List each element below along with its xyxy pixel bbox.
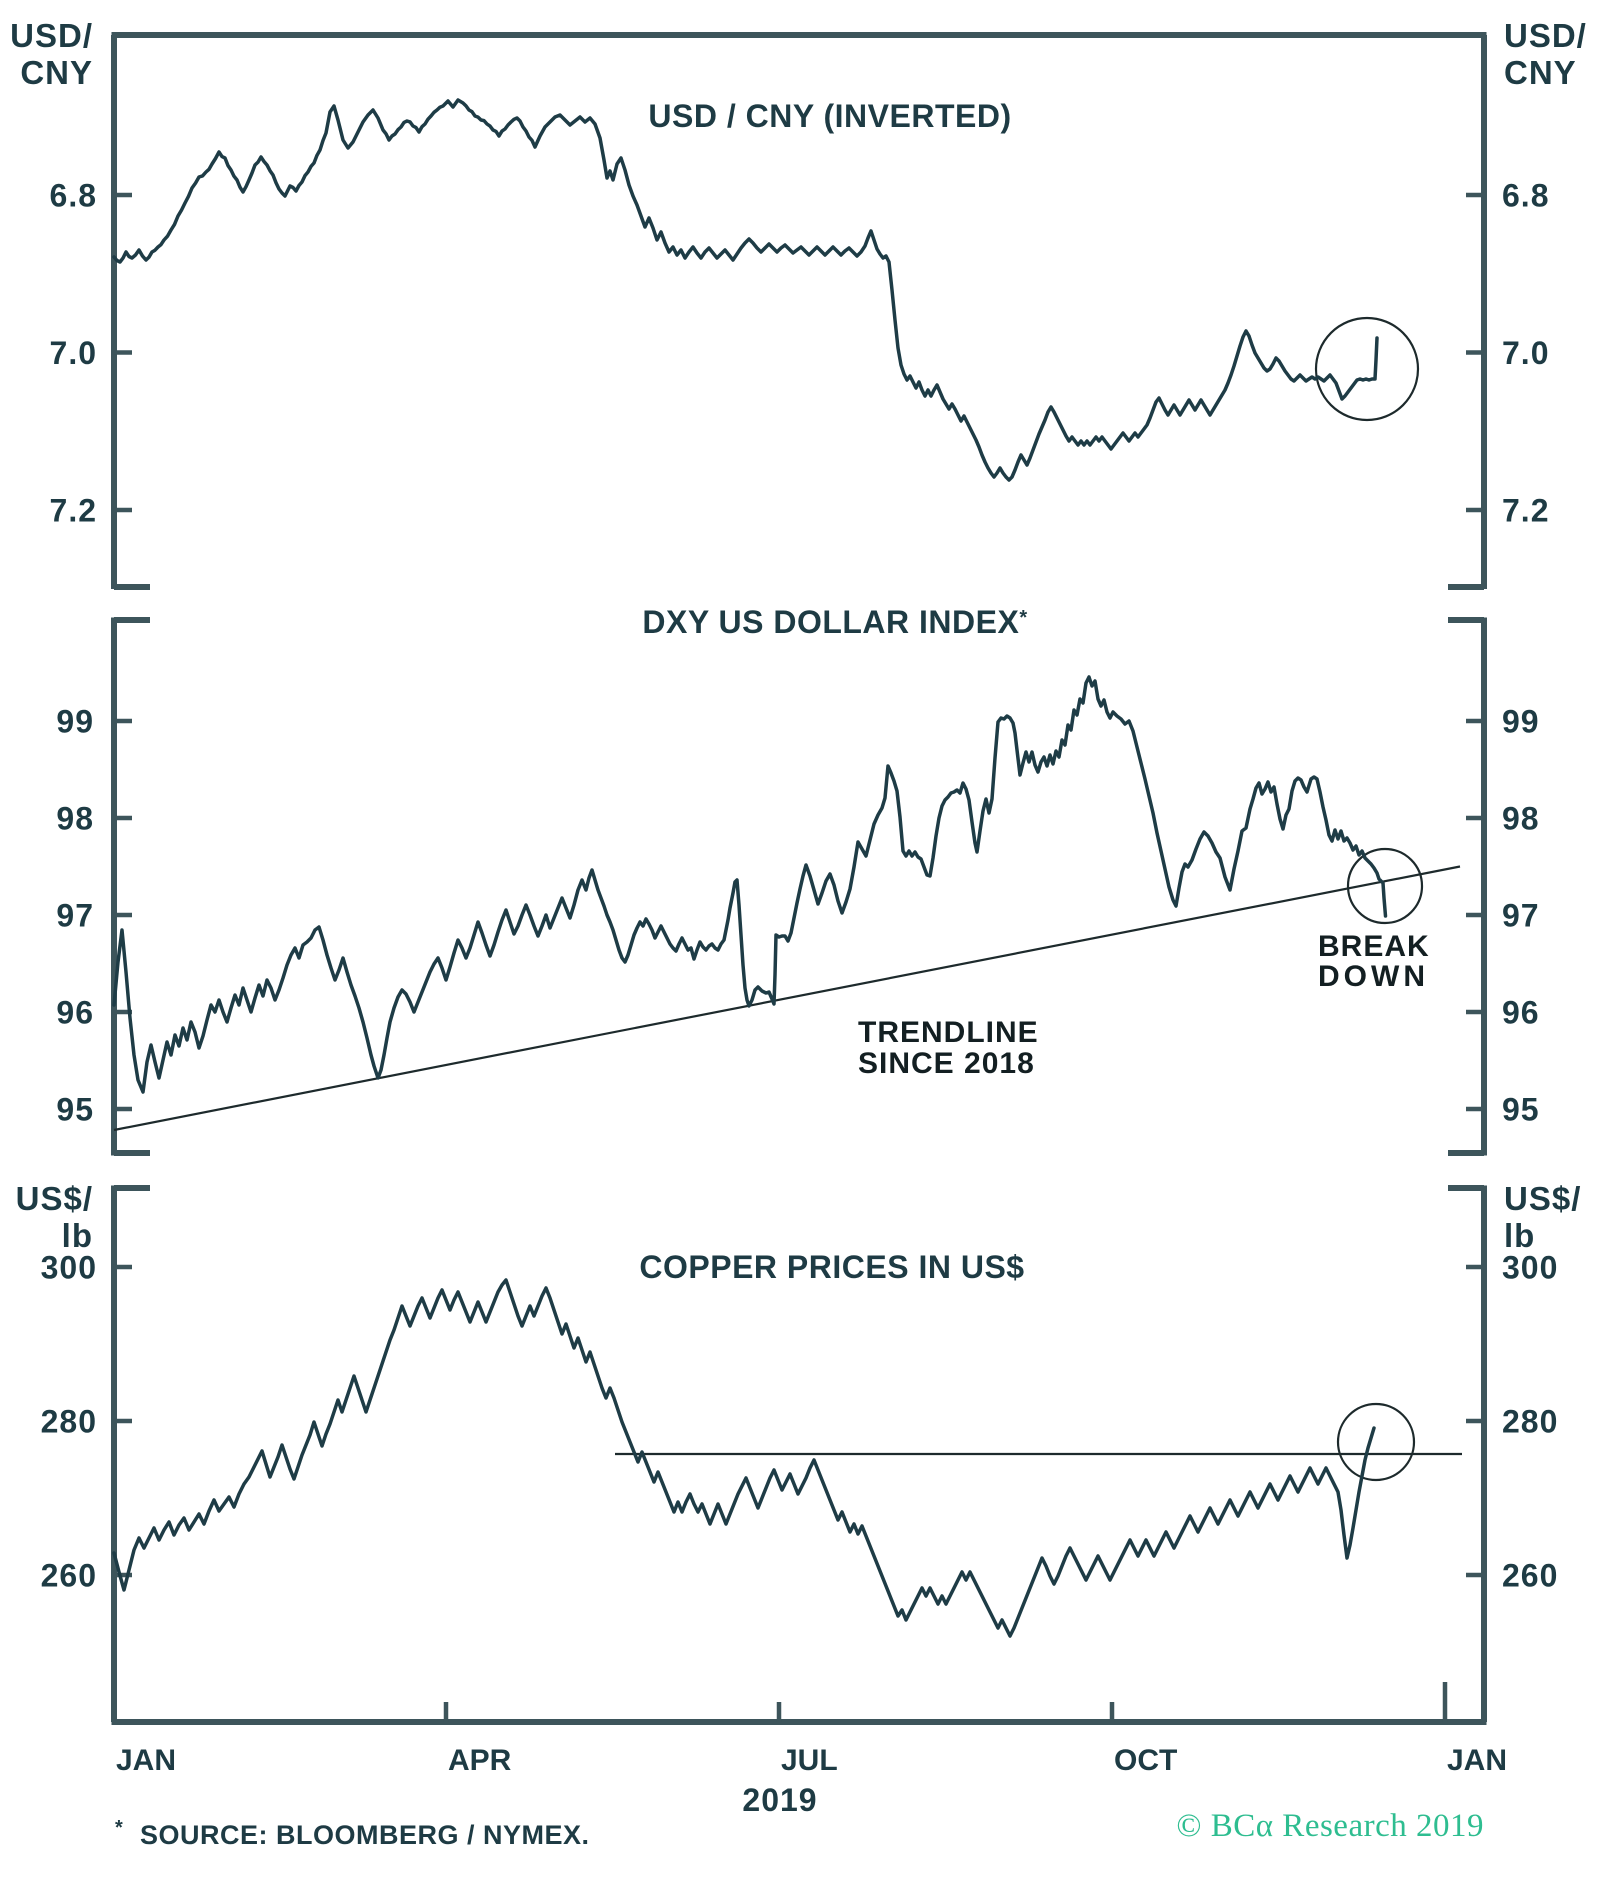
svg-text:US$/: US$/ xyxy=(16,1180,93,1217)
svg-text:97: 97 xyxy=(56,898,94,934)
svg-text:7.0: 7.0 xyxy=(50,335,97,371)
svg-text:280: 280 xyxy=(41,1404,97,1440)
svg-text:95: 95 xyxy=(1502,1092,1540,1128)
svg-text:OCT: OCT xyxy=(1114,1744,1177,1777)
svg-text:US$/: US$/ xyxy=(1504,1180,1581,1217)
svg-text:COPPER PRICES IN US$: COPPER PRICES IN US$ xyxy=(639,1249,1024,1285)
svg-text:260: 260 xyxy=(41,1558,97,1594)
svg-text:6.8: 6.8 xyxy=(50,178,97,214)
svg-text:lb: lb xyxy=(62,1217,93,1254)
svg-text:JAN: JAN xyxy=(1447,1744,1507,1777)
svg-text:APR: APR xyxy=(448,1744,512,1777)
svg-text:SOURCE: BLOOMBERG / NYMEX.: SOURCE: BLOOMBERG / NYMEX. xyxy=(140,1820,590,1850)
svg-text:98: 98 xyxy=(1502,801,1540,837)
svg-text:USD/: USD/ xyxy=(1504,17,1587,54)
svg-text:95: 95 xyxy=(56,1092,94,1128)
svg-text:7.2: 7.2 xyxy=(1502,493,1549,529)
svg-text:lb: lb xyxy=(1504,1217,1535,1254)
svg-text:DOWN: DOWN xyxy=(1318,960,1429,993)
svg-text:97: 97 xyxy=(1502,898,1540,934)
svg-text:CNY: CNY xyxy=(1504,54,1577,91)
svg-text:© BCα Research 2019: © BCα Research 2019 xyxy=(1176,1808,1484,1844)
svg-text:96: 96 xyxy=(1502,995,1540,1031)
svg-text:BREAK: BREAK xyxy=(1318,930,1430,963)
svg-text:JUL: JUL xyxy=(781,1744,838,1777)
svg-text:260: 260 xyxy=(1502,1558,1558,1594)
svg-text:USD / CNY (INVERTED): USD / CNY (INVERTED) xyxy=(648,98,1011,134)
svg-text:2019: 2019 xyxy=(742,1782,817,1818)
svg-text:99: 99 xyxy=(1502,704,1540,740)
svg-text:300: 300 xyxy=(41,1250,97,1286)
svg-text:*: * xyxy=(115,1817,123,1839)
svg-text:280: 280 xyxy=(1502,1404,1558,1440)
svg-text:99: 99 xyxy=(56,704,94,740)
svg-text:CNY: CNY xyxy=(20,54,93,91)
svg-text:DXY US DOLLAR INDEX*: DXY US DOLLAR INDEX* xyxy=(642,604,1027,640)
svg-text:TRENDLINE: TRENDLINE xyxy=(858,1016,1039,1049)
svg-text:96: 96 xyxy=(56,995,94,1031)
svg-text:6.8: 6.8 xyxy=(1502,178,1549,214)
svg-text:SINCE 2018: SINCE 2018 xyxy=(858,1047,1035,1080)
svg-text:USD/: USD/ xyxy=(10,17,93,54)
svg-text:98: 98 xyxy=(56,801,94,837)
svg-text:7.2: 7.2 xyxy=(50,493,97,529)
svg-text:JAN: JAN xyxy=(116,1744,176,1777)
svg-text:7.0: 7.0 xyxy=(1502,335,1549,371)
svg-text:300: 300 xyxy=(1502,1250,1558,1286)
